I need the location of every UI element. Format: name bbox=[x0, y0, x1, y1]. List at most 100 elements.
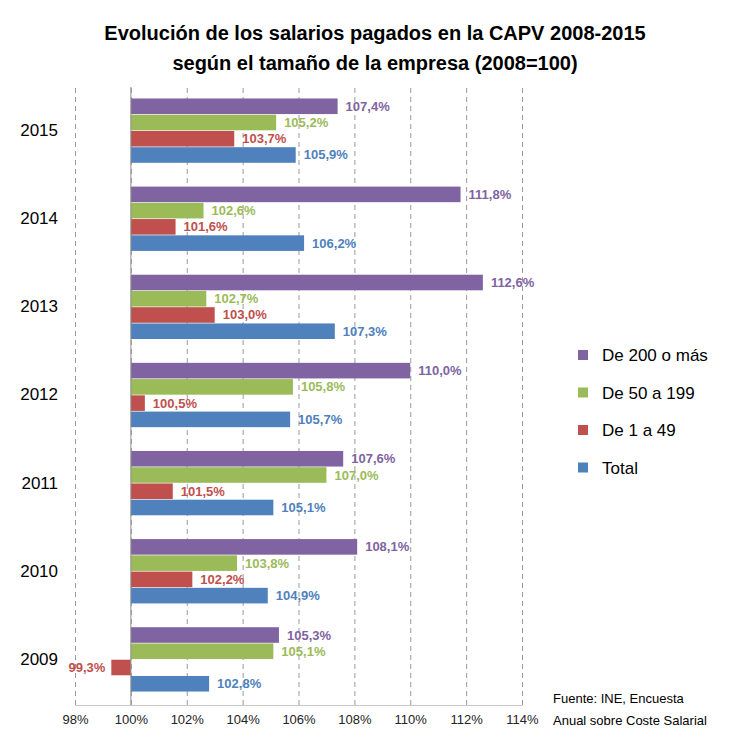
data-label: 102,8% bbox=[217, 676, 262, 691]
x-tick-label: 110% bbox=[395, 712, 428, 727]
data-labels: 107,4%111,8%112,6%110,0%107,6%108,1%105,… bbox=[68, 99, 534, 691]
bar bbox=[131, 555, 237, 571]
data-label: 100,5% bbox=[153, 396, 198, 411]
y-axis: 2015 2014 2013 2012 2011 2010 2009 bbox=[20, 121, 58, 669]
x-tick-label: 108% bbox=[338, 712, 372, 727]
bar bbox=[131, 219, 176, 235]
data-label: 107,6% bbox=[351, 451, 396, 466]
data-label: 105,7% bbox=[298, 412, 343, 427]
legend-label: Total bbox=[602, 459, 638, 478]
bar bbox=[131, 379, 293, 395]
bar bbox=[131, 451, 343, 467]
y-tick-label: 2014 bbox=[20, 209, 58, 228]
bar bbox=[131, 235, 304, 251]
bar bbox=[131, 147, 296, 163]
y-tick: 2009 bbox=[20, 650, 58, 669]
title: Evolución de los salarios pagados en la … bbox=[104, 22, 645, 44]
baseline bbox=[130, 87, 131, 705]
y-tick-label: 2010 bbox=[20, 562, 58, 581]
x-axis: 98% 100% 102% 104% 106% 108% 110% 112% 114% bbox=[62, 87, 539, 727]
y-tick: 2013 bbox=[20, 297, 58, 316]
x-tick-label: 98% bbox=[62, 712, 88, 727]
bar bbox=[131, 307, 215, 323]
data-label: 111,8% bbox=[469, 187, 512, 202]
grid-line bbox=[410, 87, 411, 705]
data-label: 103,8% bbox=[245, 556, 290, 571]
x-tick-label: 102% bbox=[171, 712, 205, 727]
bar bbox=[131, 412, 290, 428]
data-label: 102,2% bbox=[200, 572, 245, 587]
legend-swatch bbox=[578, 425, 588, 435]
legend-swatch bbox=[578, 388, 588, 398]
grid-line bbox=[243, 87, 244, 705]
data-label: 105,8% bbox=[301, 379, 346, 394]
bar bbox=[131, 588, 268, 604]
data-label: 106,2% bbox=[312, 236, 357, 251]
bar bbox=[131, 539, 357, 555]
bar bbox=[131, 676, 209, 692]
data-label: 103,7% bbox=[242, 131, 287, 146]
legend-label: De 50 a 199 bbox=[602, 384, 695, 403]
data-label: 101,6% bbox=[184, 219, 229, 234]
bar bbox=[111, 660, 131, 676]
x-tick: 98% bbox=[62, 87, 88, 727]
bar bbox=[131, 467, 327, 483]
source-note: Fuente: INE, Encuesta bbox=[553, 691, 685, 706]
data-label: 105,9% bbox=[304, 147, 349, 162]
data-label: 105,1% bbox=[281, 644, 326, 659]
x-tick-label: 104% bbox=[227, 712, 261, 727]
y-tick: 2012 bbox=[20, 385, 58, 404]
bar bbox=[131, 187, 461, 203]
grid-line bbox=[75, 87, 76, 705]
data-label: 107,3% bbox=[343, 324, 388, 339]
grid-line bbox=[522, 87, 523, 705]
data-label: 105,1% bbox=[281, 500, 326, 515]
bar bbox=[131, 323, 335, 339]
grid-line bbox=[354, 87, 355, 705]
data-label: 102,7% bbox=[214, 291, 259, 306]
data-label: 107,4% bbox=[346, 99, 391, 114]
background bbox=[0, 0, 750, 741]
data-label: 108,1% bbox=[365, 539, 410, 554]
bar bbox=[131, 131, 234, 147]
data-label: 99,3% bbox=[68, 660, 105, 675]
x-tick: 112% bbox=[450, 87, 483, 727]
data-label: 102,6% bbox=[212, 203, 257, 218]
x-tick: 110% bbox=[395, 87, 428, 727]
x-tick-label: 112% bbox=[450, 712, 483, 727]
y-tick-label: 2011 bbox=[21, 474, 58, 493]
y-tick-label: 2012 bbox=[20, 385, 58, 404]
y-tick-label: 2009 bbox=[20, 650, 58, 669]
bar bbox=[131, 98, 338, 114]
data-label: 107,0% bbox=[334, 468, 379, 483]
y-tick-label: 2013 bbox=[20, 297, 58, 316]
bar bbox=[131, 483, 173, 499]
legend-swatch bbox=[578, 463, 588, 473]
bar bbox=[131, 643, 273, 659]
source-note: Anual sobre Coste Salarial bbox=[553, 713, 707, 728]
bar bbox=[131, 395, 145, 411]
bar bbox=[131, 572, 192, 588]
data-label: 101,5% bbox=[181, 484, 226, 499]
data-label: 112,6% bbox=[491, 275, 535, 290]
data-label: 105,3% bbox=[287, 628, 332, 643]
y-tick: 2011 bbox=[21, 474, 58, 493]
data-label: 103,0% bbox=[223, 307, 268, 322]
legend-label: De 200 o más bbox=[602, 346, 708, 365]
bar bbox=[131, 115, 276, 131]
x-tick-label: 106% bbox=[282, 712, 316, 727]
bar bbox=[131, 291, 206, 307]
bar bbox=[131, 275, 483, 291]
grid-line bbox=[299, 87, 300, 705]
x-tick-label: 100% bbox=[115, 712, 149, 727]
bar bbox=[131, 363, 410, 379]
legend: De 200 o más De 50 a 199 De 1 a 49 Total bbox=[578, 346, 708, 478]
data-label: 105,2% bbox=[284, 115, 329, 130]
x-tick: 108% bbox=[338, 87, 372, 727]
bars bbox=[111, 98, 483, 691]
grid-line bbox=[466, 87, 467, 705]
y-tick: 2010 bbox=[20, 562, 58, 581]
x-tick: 114% bbox=[506, 87, 539, 727]
y-tick-label: 2015 bbox=[20, 121, 58, 140]
legend-label: De 1 a 49 bbox=[602, 421, 676, 440]
